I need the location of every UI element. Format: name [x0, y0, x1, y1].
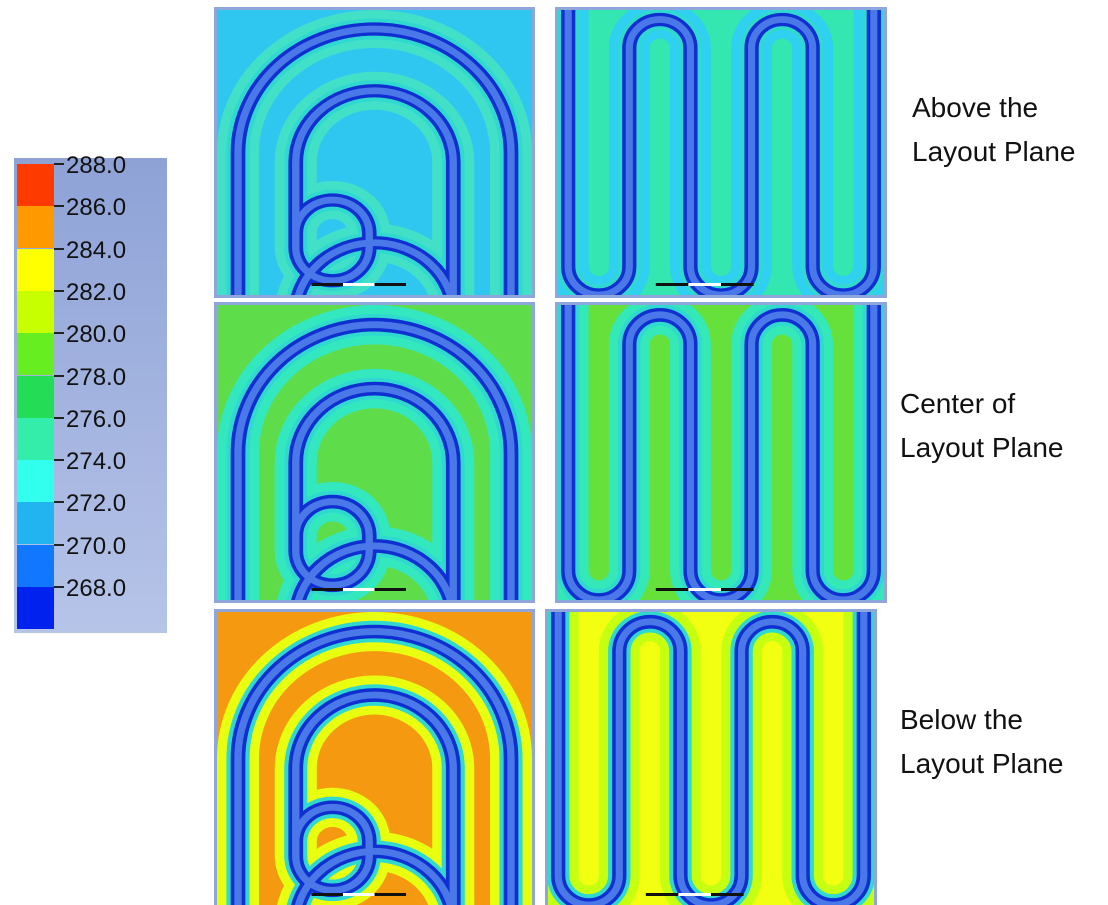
temperature-band [558, 305, 884, 600]
legend-swatch [17, 375, 54, 418]
legend-swatch [17, 333, 54, 376]
pipe [234, 321, 515, 600]
legend-tick: 274.0 [66, 448, 127, 476]
contour-plot [548, 612, 874, 905]
legend-tickmark [54, 543, 64, 546]
legend-swatch [17, 417, 54, 460]
row-label-line: Below the [900, 704, 1023, 735]
contour-plot [558, 305, 884, 600]
legend-tick: 272.0 [66, 490, 127, 518]
legend-swatch [17, 587, 54, 629]
contour-panel-spiral-center [217, 305, 532, 600]
pipe [564, 305, 878, 600]
legend-swatch [17, 206, 54, 249]
legend-tickmark [54, 163, 64, 165]
contour-plot [217, 305, 532, 600]
legend-tickmark [54, 586, 64, 588]
contour-panel-serpentine-above [558, 10, 884, 295]
row-label-above: Above the Layout Plane [912, 86, 1075, 174]
legend-tick: 270.0 [66, 532, 127, 560]
contour-panel-serpentine-below [548, 612, 874, 905]
temperature-band [558, 10, 884, 295]
legend-tickmark [54, 459, 64, 462]
legend-tickmark [54, 332, 64, 335]
scale-bar [311, 893, 406, 896]
scale-bar [655, 588, 754, 591]
legend-tickmark [54, 205, 64, 208]
legend-swatch [17, 248, 54, 291]
legend-swatch [17, 290, 54, 333]
legend-tickmark [54, 289, 64, 292]
row-label-line: Above the [912, 92, 1039, 123]
legend-swatch [17, 460, 54, 503]
legend-tickmark [54, 501, 64, 504]
row-label-line: Layout Plane [900, 748, 1064, 779]
legend-tick: 284.0 [66, 236, 127, 264]
row-label-center: Center of Layout Plane [900, 382, 1063, 470]
legend-tick: 282.0 [66, 278, 127, 306]
temperature-band [548, 612, 874, 905]
legend-tickmark [54, 374, 64, 377]
legend-tick: 268.0 [66, 575, 127, 602]
legend-swatch [17, 164, 54, 206]
row-label-line: Center of [900, 388, 1016, 419]
row-label-line: Layout Plane [900, 432, 1064, 463]
scale-bar [655, 283, 754, 286]
contour-panel-spiral-below [217, 612, 532, 905]
legend-tick: 276.0 [66, 405, 127, 433]
color-legend: 288.0 286.0 284.0 282.0 280.0 278.0 276.… [14, 154, 167, 633]
pipe [234, 25, 515, 295]
legend-swatch [17, 502, 54, 545]
row-label-line: Layout Plane [912, 136, 1076, 167]
legend-tickmark [54, 416, 64, 419]
contour-panel-serpentine-center [558, 305, 884, 600]
legend-swatch [17, 544, 54, 587]
legend-tick: 286.0 [66, 194, 127, 222]
contour-plot [217, 10, 532, 295]
pipe [234, 628, 515, 905]
contour-plot [558, 10, 884, 295]
legend-tick: 280.0 [66, 321, 127, 349]
scale-bar [645, 893, 744, 896]
scale-bar [311, 283, 406, 286]
legend-tick: 278.0 [66, 363, 127, 391]
scale-bar [311, 588, 406, 591]
legend-tick: 288.0 [66, 152, 127, 179]
contour-plot [217, 612, 532, 905]
contour-panel-spiral-above [217, 10, 532, 295]
row-label-below: Below the Layout Plane [900, 698, 1063, 786]
pipe [564, 10, 878, 295]
legend-tickmark [54, 247, 64, 250]
